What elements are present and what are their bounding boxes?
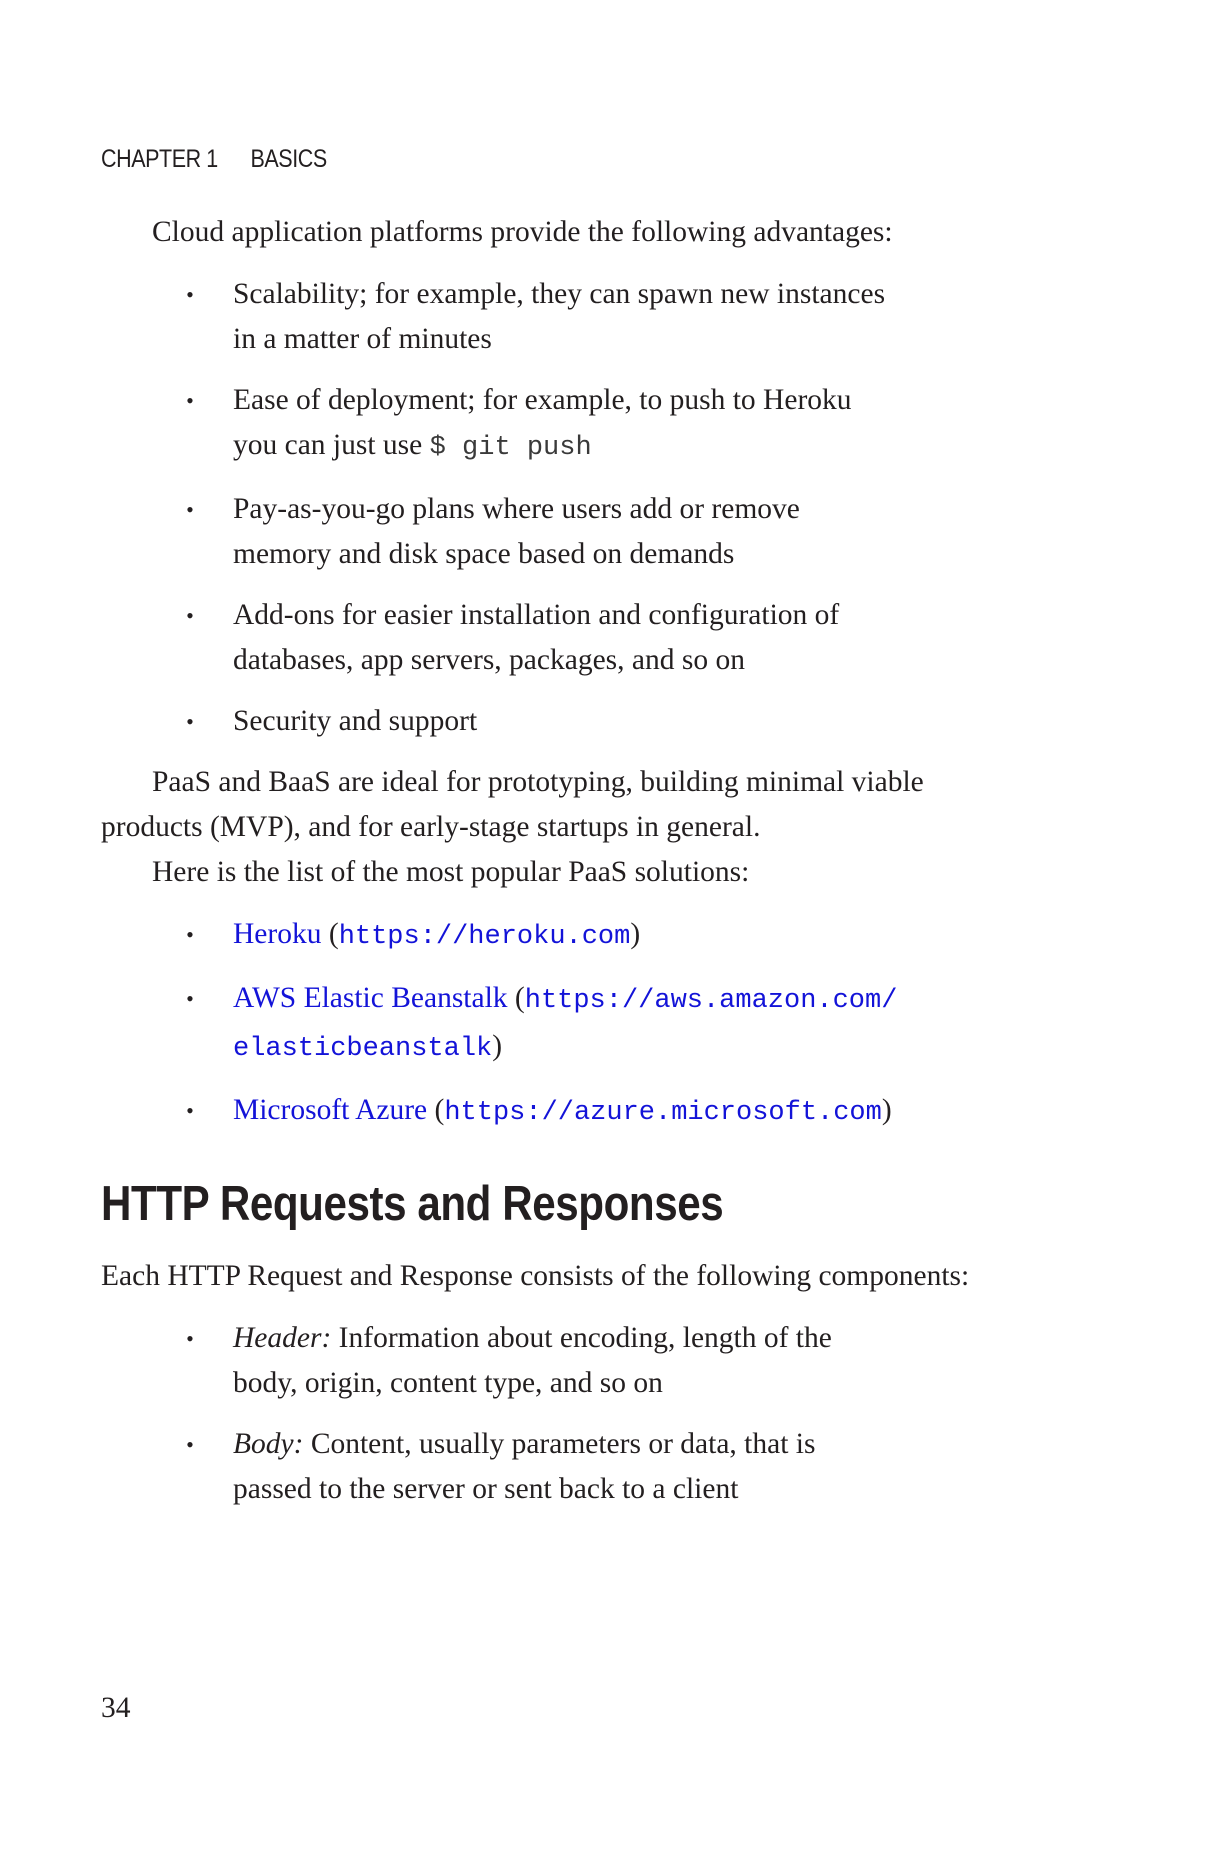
list-item-line: Header: Information about encoding, leng… — [233, 1316, 993, 1361]
list-item-line: Heroku (https://heroku.com) — [233, 918, 641, 952]
section-label: BASICS — [250, 145, 327, 173]
list-item-line: Microsoft Azure (https://azure.microsoft… — [233, 1094, 892, 1128]
bullet-icon: • — [186, 709, 194, 734]
list-item: • Ease of deployment; for example, to pu… — [101, 378, 1081, 471]
list-item-text: Content, usually parameters or data, tha… — [310, 1428, 816, 1460]
list-item: • Header: Information about encoding, le… — [101, 1316, 1081, 1406]
list-item: • Body: Content, usually parameters or d… — [101, 1422, 1081, 1512]
list-item-line: databases, app servers, packages, and so… — [233, 644, 745, 676]
bullet-icon: • — [186, 388, 194, 413]
aws-beanstalk-url-link[interactable]: https://aws.amazon.com/ — [524, 986, 898, 1016]
list-item-text: Information about encoding, length of th… — [338, 1322, 832, 1354]
list-item-line: Pay-as-you-go plans where users add or r… — [233, 493, 800, 525]
section-heading: HTTP Requests and Responses — [101, 1177, 724, 1231]
page-number: 34 — [101, 1692, 131, 1724]
http-components-list: • Header: Information about encoding, le… — [101, 1316, 1081, 1512]
http-intro-paragraph: Each HTTP Request and Response consists … — [101, 1260, 970, 1292]
list-item: • Microsoft Azure (https://azure.microso… — [101, 1088, 1081, 1136]
advantages-list: • Scalability; for example, they can spa… — [101, 272, 1081, 744]
list-item-line: Scalability; for example, they can spawn… — [233, 278, 886, 310]
list-item-line: AWS Elastic Beanstalk (https://aws.amazo… — [233, 982, 898, 1016]
aws-beanstalk-link[interactable]: AWS Elastic Beanstalk — [233, 982, 508, 1014]
bullet-icon: • — [186, 1432, 194, 1457]
paas-solutions-list: • Heroku (https://heroku.com) • AWS Elas… — [101, 912, 1081, 1136]
aws-beanstalk-url-link-cont[interactable]: elasticbeanstalk — [233, 1034, 493, 1064]
page-body: Cloud application platforms provide the … — [101, 210, 1081, 1528]
list-intro-paragraph: Here is the list of the most popular Paa… — [152, 856, 750, 888]
bullet-icon: • — [186, 986, 194, 1011]
chapter-label: CHAPTER 1 — [101, 145, 218, 173]
bullet-icon: • — [186, 1098, 194, 1123]
list-item-line: memory and disk space based on demands — [233, 538, 735, 570]
inline-code: $ git push — [429, 433, 592, 463]
bullet-icon: • — [186, 497, 194, 522]
list-item-line: Ease of deployment; for example, to push… — [233, 384, 852, 416]
azure-link[interactable]: Microsoft Azure — [233, 1094, 428, 1126]
azure-url-link[interactable]: https://azure.microsoft.com — [444, 1098, 882, 1128]
list-item-line: Add-ons for easier installation and conf… — [233, 599, 840, 631]
paragraph-line: PaaS and BaaS are ideal for prototyping,… — [152, 766, 924, 798]
paragraph-line: products (MVP), and for early-stage star… — [101, 811, 761, 843]
list-item: • Heroku (https://heroku.com) — [101, 912, 1081, 960]
list-item-line: Body: Content, usually parameters or dat… — [233, 1422, 993, 1467]
running-head: CHAPTER 1 BASICS — [101, 145, 327, 174]
bullet-icon: • — [186, 282, 194, 307]
bullet-icon: • — [186, 1326, 194, 1351]
heroku-url-link[interactable]: https://heroku.com — [338, 922, 631, 952]
list-item-line: passed to the server or sent back to a c… — [233, 1473, 739, 1505]
list-item: • AWS Elastic Beanstalk (https://aws.ama… — [101, 976, 1081, 1072]
list-item-line: elasticbeanstalk) — [233, 1030, 503, 1064]
bullet-icon: • — [186, 922, 194, 947]
list-item: • Scalability; for example, they can spa… — [101, 272, 1081, 362]
term-label: Body: — [233, 1428, 304, 1460]
list-item: • Pay-as-you-go plans where users add or… — [101, 487, 1081, 577]
list-item-line: Security and support — [233, 705, 478, 737]
bullet-icon: • — [186, 603, 194, 628]
intro-paragraph: Cloud application platforms provide the … — [152, 216, 893, 248]
paas-paragraph: PaaS and BaaS are ideal for prototyping,… — [101, 760, 1081, 850]
term-label: Header: — [233, 1322, 332, 1354]
list-item-line: in a matter of minutes — [233, 323, 492, 355]
list-item: • Security and support — [101, 699, 1081, 744]
list-item-text: you can just use — [233, 429, 423, 461]
list-item-line: you can just use $ git push — [233, 423, 993, 471]
list-item-line: body, origin, content type, and so on — [233, 1367, 663, 1399]
heroku-link[interactable]: Heroku — [233, 918, 322, 950]
list-item: • Add-ons for easier installation and co… — [101, 593, 1081, 683]
